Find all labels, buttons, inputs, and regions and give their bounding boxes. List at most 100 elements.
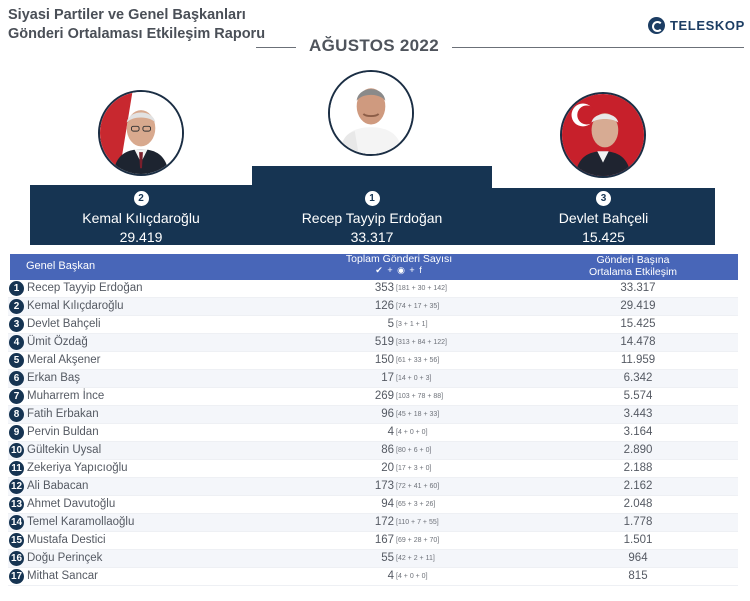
table-row: 5 Meral Akşener 150 [61 + 33 + 56] 11.959 <box>8 352 738 370</box>
average-engagement: 29.419 <box>620 300 656 312</box>
total-posts: 94 <box>381 498 394 510</box>
rank-badge: 12 <box>9 479 24 494</box>
table-row: 11 Zekeriya Yapıcıoğlu 20 [17 + 3 + 0] 2.188 <box>8 460 738 478</box>
month-label: AĞUSTOS 2022 <box>309 36 439 55</box>
table-header: Genel Başkan Toplam Gönderi Sayısı ✔ + ◉… <box>10 254 738 280</box>
average-engagement: 3.164 <box>623 426 653 438</box>
total-posts: 173 <box>374 480 394 492</box>
posts-breakdown: [17 + 3 + 0] <box>396 465 432 472</box>
report-title-line1: Siyasi Partiler ve Genel Başkanları <box>8 7 246 23</box>
table-row: 13 Ahmet Davutoğlu 94 [65 + 3 + 26] 2.048 <box>8 496 738 514</box>
table-row: 4 Ümit Özdağ 519 [313 + 84 + 122] 14.478 <box>8 334 738 352</box>
report-month: AĞUSTOS 2022 <box>0 36 750 58</box>
table-row: 3 Devlet Bahçeli 5 [3 + 1 + 1] 15.425 <box>8 316 738 334</box>
column-header-average-line2: Ortalama Etkileşim <box>588 265 678 278</box>
rank-badge: 16 <box>9 551 24 566</box>
average-engagement: 964 <box>628 552 648 564</box>
leader-name: Devlet Bahçeli <box>558 210 649 226</box>
column-header-average: Gönderi Başına Ortalama Etkileşim <box>553 254 713 278</box>
podium-rank1: 1 Recep Tayyip Erdoğan 33.317 <box>252 166 492 245</box>
logo-text: TELESKOP <box>670 17 745 33</box>
rank-badge: 1 <box>9 281 24 296</box>
divider-right <box>452 47 744 48</box>
posts-breakdown: [181 + 30 + 142] <box>396 285 447 292</box>
teleskop-logo-icon <box>648 16 665 34</box>
leader-name: Pervin Buldan <box>27 426 99 438</box>
total-posts: 5 <box>387 318 394 330</box>
table-row: 14 Temel Karamollaoğlu 172 [110 + 7 + 55] 1.… <box>8 514 738 532</box>
total-posts: 150 <box>374 354 394 366</box>
posts-breakdown: [3 + 1 + 1] <box>396 321 428 328</box>
posts-breakdown: [4 + 0 + 0] <box>396 573 428 580</box>
total-posts: 55 <box>381 552 394 564</box>
total-posts: 353 <box>374 282 394 294</box>
posts-breakdown: [4 + 0 + 0] <box>396 429 428 436</box>
leader-photo-rank1 <box>328 70 414 156</box>
leader-name: Devlet Bahçeli <box>27 318 101 330</box>
teleskop-logo: TELESKOP <box>648 15 745 35</box>
table-row: 9 Pervin Buldan 4 [4 + 0 + 0] 3.164 <box>8 424 738 442</box>
leader-name: Ali Babacan <box>27 480 89 492</box>
table-row: 12 Ali Babacan 173 [72 + 41 + 60] 2.162 <box>8 478 738 496</box>
social-media-icons: ✔ + ◉ + f <box>375 265 423 275</box>
average-engagement: 15.425 <box>620 318 656 330</box>
column-header-leader: Genel Başkan <box>26 260 96 272</box>
leader-photo-rank3 <box>560 92 646 178</box>
rank-badge: 1 <box>364 191 380 206</box>
table-row: 10 Gültekin Uysal 86 [80 + 6 + 0] 2.890 <box>8 442 738 460</box>
table-row: 7 Muharrem İnce 269 [103 + 78 + 88] 5.574 <box>8 388 738 406</box>
portrait-icon <box>100 92 182 174</box>
posts-breakdown: [65 + 3 + 26] <box>396 501 436 508</box>
leader-name: Fatih Erbakan <box>27 408 99 420</box>
rank-badge: 7 <box>9 389 24 404</box>
leader-score: 15.425 <box>582 229 625 245</box>
rank-badge: 15 <box>9 533 24 548</box>
posts-breakdown: [45 + 18 + 33] <box>396 411 440 418</box>
rank-badge: 2 <box>133 191 149 206</box>
report-title: Siyasi Partiler ve Genel Başkanları Gönd… <box>8 6 265 44</box>
rank-badge: 17 <box>9 569 24 584</box>
divider-left <box>256 47 296 48</box>
leader-name: Mithat Sancar <box>27 570 98 582</box>
total-posts: 126 <box>374 300 394 312</box>
average-engagement: 11.959 <box>620 354 656 366</box>
total-posts: 269 <box>374 390 394 402</box>
leader-name: Recep Tayyip Erdoğan <box>301 210 443 226</box>
portrait-icon <box>562 94 644 176</box>
leader-name: Doğu Perinçek <box>27 552 103 564</box>
leader-photo-rank2 <box>98 90 184 176</box>
table-row: 8 Fatih Erbakan 96 [45 + 18 + 33] 3.443 <box>8 406 738 424</box>
average-engagement: 1.501 <box>623 534 653 546</box>
posts-breakdown: [69 + 28 + 70] <box>396 537 440 544</box>
leader-name: Muharrem İnce <box>27 390 105 402</box>
leader-score: 33.317 <box>350 229 394 245</box>
leader-name: Erkan Baş <box>27 372 81 384</box>
leader-name: Kemal Kılıçdaroğlu <box>27 300 124 312</box>
leader-name: Kemal Kılıçdaroğlu <box>82 210 200 226</box>
column-header-posts-label: Toplam Gönderi Sayısı <box>345 253 453 265</box>
posts-breakdown: [72 + 41 + 60] <box>396 483 440 490</box>
column-header-average-line1: Gönderi Başına <box>596 254 670 266</box>
posts-breakdown: [110 + 7 + 55] <box>396 519 439 526</box>
average-engagement: 6.342 <box>623 372 653 384</box>
average-engagement: 2.890 <box>623 444 653 456</box>
report-title-line2: Gönderi Ortalaması Etkileşim Raporu <box>8 26 266 42</box>
leader-name: Mustafa Destici <box>27 534 106 546</box>
leader-name: Recep Tayyip Erdoğan <box>27 282 143 294</box>
portrait-icon <box>330 72 412 154</box>
ranking-table: 1 Recep Tayyip Erdoğan 353 [181 + 30 + 142]… <box>8 280 738 586</box>
posts-breakdown: [14 + 0 + 3] <box>396 375 432 382</box>
average-engagement: 3.443 <box>623 408 653 420</box>
rank-badge: 11 <box>9 461 24 476</box>
total-posts: 86 <box>381 444 394 456</box>
total-posts: 167 <box>374 534 394 546</box>
podium-rank3: 3 Devlet Bahçeli 15.425 <box>492 188 715 245</box>
posts-breakdown: [103 + 78 + 88] <box>396 393 444 400</box>
average-engagement: 2.048 <box>623 498 653 510</box>
leader-name: Zekeriya Yapıcıoğlu <box>27 462 128 474</box>
rank-badge: 13 <box>9 497 24 512</box>
total-posts: 20 <box>381 462 394 474</box>
leader-score: 29.419 <box>119 229 163 245</box>
leader-name: Gültekin Uysal <box>27 444 102 456</box>
total-posts: 172 <box>374 516 394 528</box>
